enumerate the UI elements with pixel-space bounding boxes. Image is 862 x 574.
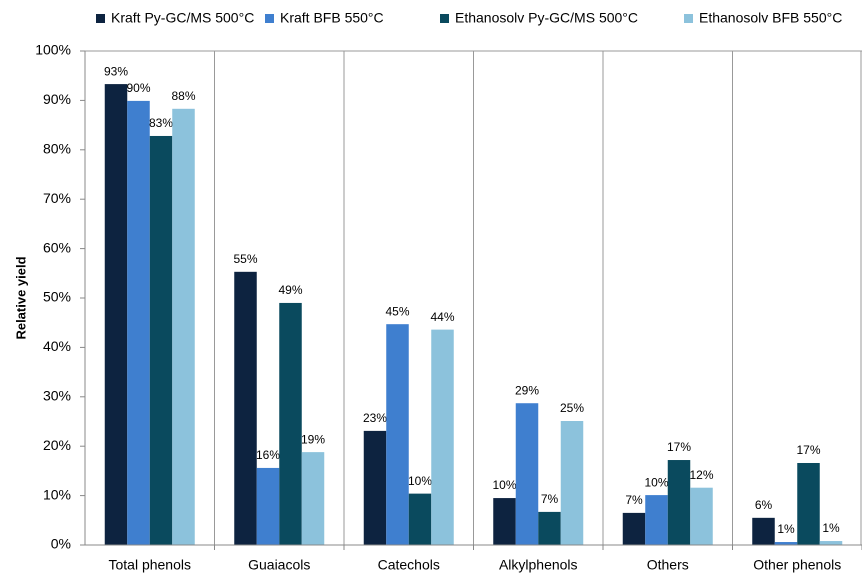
bar (408, 493, 432, 545)
value-label: 23% (363, 411, 387, 425)
bar (256, 467, 280, 545)
legend-swatch (684, 14, 693, 23)
bar (363, 430, 387, 545)
value-label: 1% (822, 521, 840, 535)
bar (560, 421, 584, 545)
x-tick-label: Catechols (378, 557, 440, 573)
bar (645, 495, 668, 545)
bar (172, 108, 195, 545)
y-tick-label: 80% (43, 141, 71, 157)
y-tick-label: 70% (43, 190, 71, 206)
x-tick-label: Others (647, 557, 689, 573)
bar (515, 403, 539, 545)
bar (279, 302, 302, 545)
bar (127, 100, 150, 546)
y-tick-label: 10% (43, 486, 71, 502)
bar (149, 135, 173, 545)
legend-swatch (265, 14, 274, 23)
bar (622, 512, 646, 545)
bar (774, 542, 798, 545)
bar (538, 511, 561, 545)
bar (301, 452, 325, 545)
y-tick-label: 0% (51, 536, 71, 552)
value-label: 90% (126, 81, 150, 95)
x-tick-label: Total phenols (108, 557, 191, 573)
value-label: 17% (667, 440, 691, 454)
value-label: 55% (233, 252, 257, 266)
bar (104, 84, 128, 546)
value-label: 45% (385, 304, 409, 318)
legend-label: Kraft Py-GC/MS 500°C (111, 10, 254, 26)
bar (493, 498, 516, 545)
value-label: 12% (689, 468, 713, 482)
x-tick-label: Guaiacols (248, 557, 310, 573)
value-label: 49% (278, 283, 302, 297)
y-axis-label: Relative yield (13, 256, 28, 339)
bar (819, 541, 843, 545)
y-tick-label: 30% (43, 388, 71, 404)
bar (386, 324, 409, 545)
legend-label: Ethanosolv BFB 550°C (699, 10, 842, 26)
value-label: 83% (149, 116, 173, 130)
legend-label: Ethanosolv Py-GC/MS 500°C (455, 10, 638, 26)
y-tick-label: 100% (35, 42, 71, 58)
legend-swatch (96, 14, 105, 23)
value-label: 10% (492, 478, 516, 492)
value-label: 29% (515, 383, 539, 397)
bar (752, 517, 775, 545)
y-tick-label: 90% (43, 91, 71, 107)
value-label: 7% (541, 492, 559, 506)
value-label: 25% (560, 401, 584, 415)
legend-label: Kraft BFB 550°C (280, 10, 384, 26)
value-label: 16% (256, 448, 280, 462)
value-label: 93% (104, 64, 128, 78)
x-tick-label: Alkylphenols (499, 557, 578, 573)
value-label: 17% (796, 443, 820, 457)
bar (667, 460, 691, 545)
value-label: 7% (625, 493, 643, 507)
value-label: 10% (408, 474, 432, 488)
bar (797, 462, 820, 545)
bar (234, 271, 257, 545)
value-label: 6% (755, 498, 773, 512)
value-label: 19% (301, 432, 325, 446)
y-tick-label: 50% (43, 289, 71, 305)
y-tick-label: 20% (43, 437, 71, 453)
bar (690, 487, 713, 545)
bar (431, 329, 454, 545)
x-tick-label: Other phenols (753, 557, 841, 573)
value-label: 10% (644, 475, 668, 489)
value-label: 1% (777, 522, 795, 536)
legend-swatch (440, 14, 449, 23)
value-label: 44% (430, 310, 454, 324)
y-tick-label: 40% (43, 338, 71, 354)
value-label: 88% (171, 89, 195, 103)
y-tick-label: 60% (43, 239, 71, 255)
